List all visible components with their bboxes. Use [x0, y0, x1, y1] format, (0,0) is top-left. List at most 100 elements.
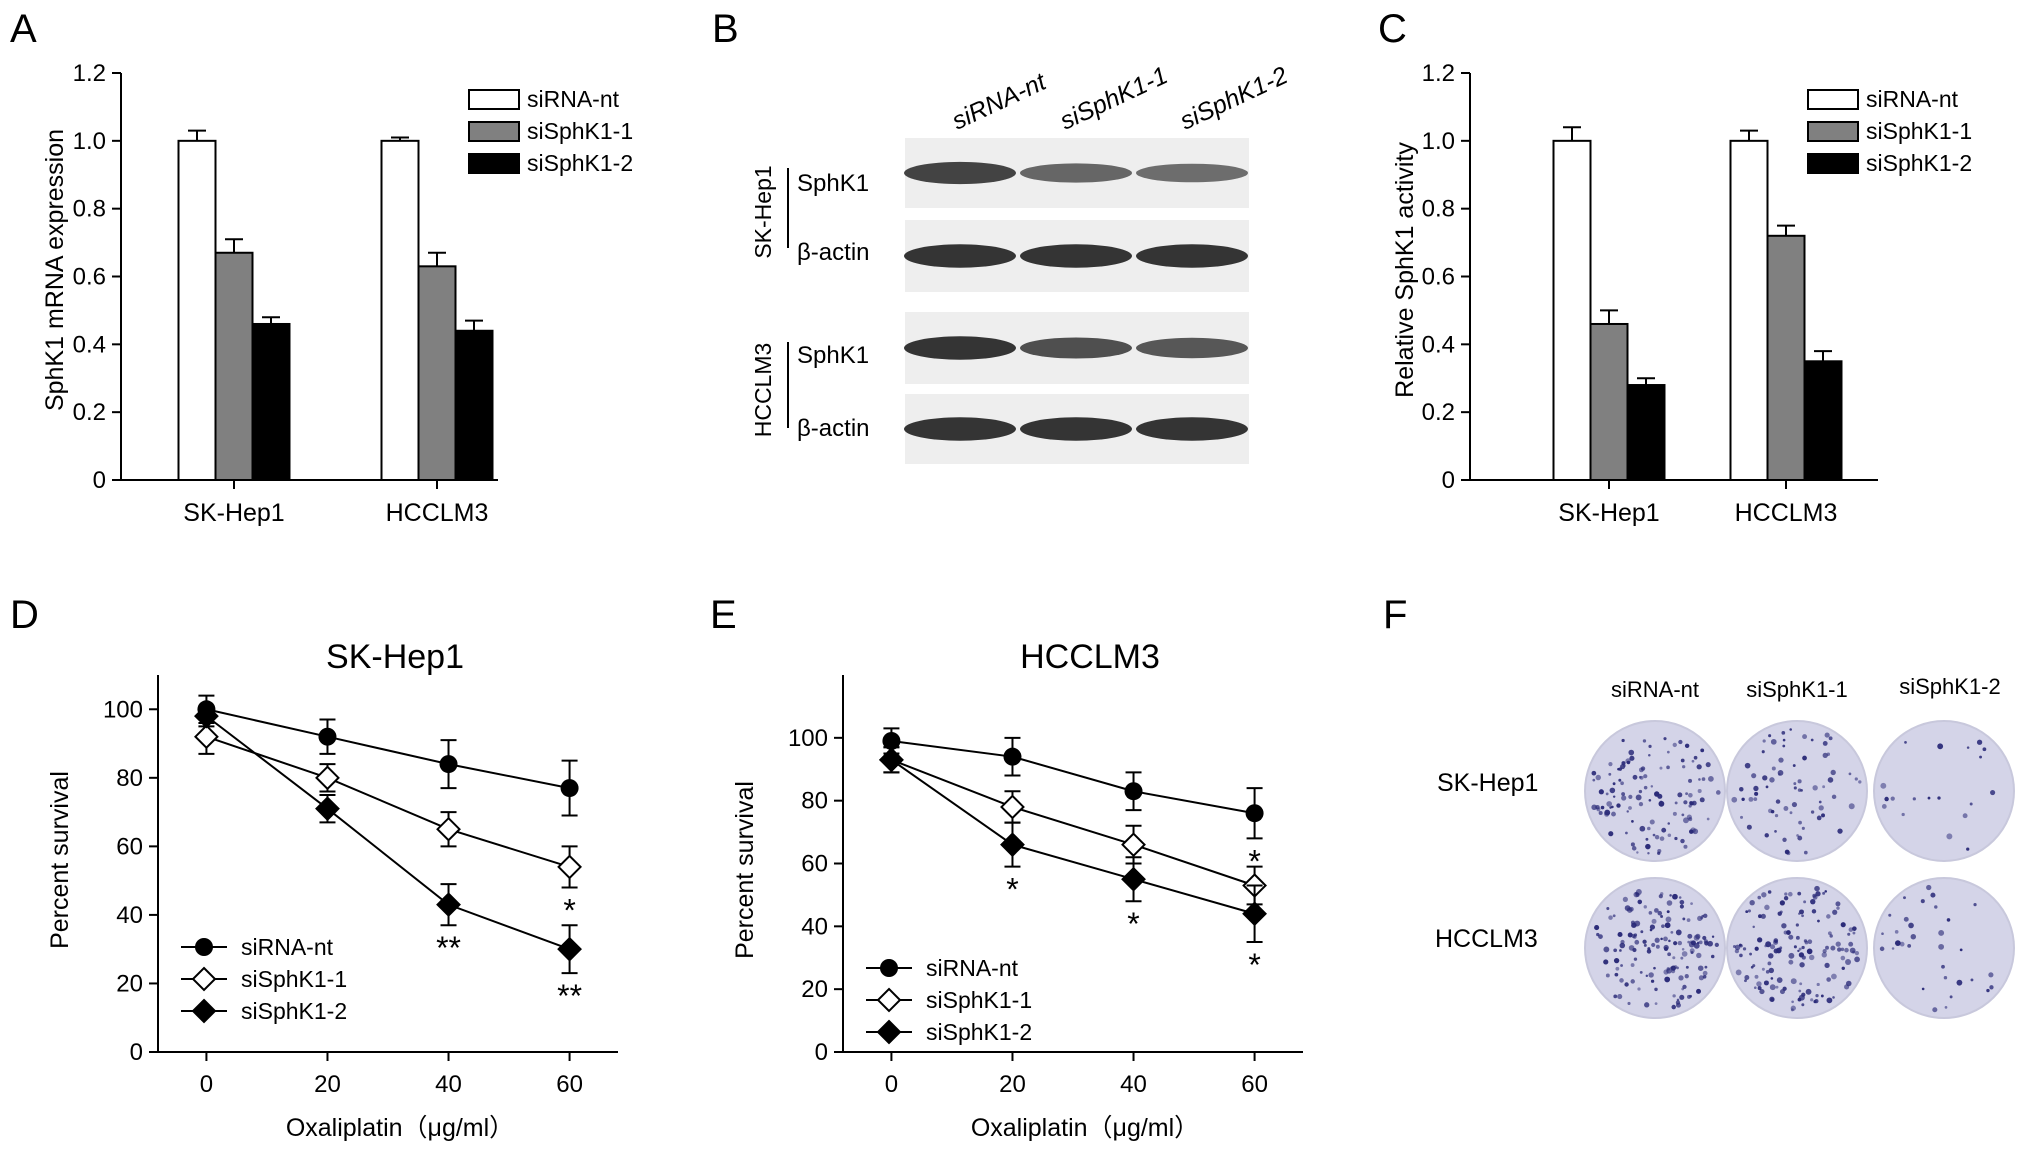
- colony: [1682, 765, 1686, 769]
- colony: [1930, 892, 1936, 898]
- colony: [1920, 899, 1925, 904]
- colony: [1665, 916, 1672, 923]
- blot-band: [1020, 244, 1132, 268]
- colony: [1598, 789, 1604, 795]
- colony: [1768, 967, 1775, 974]
- panel-a-y-axis-label: SphK1 mRNA expression: [41, 129, 69, 411]
- panel-e-line-chart: HCCLM3 Percent survival Oxaliplatin（μg/m…: [731, 638, 1303, 1142]
- colony: [1831, 794, 1837, 800]
- colony: [1779, 910, 1783, 914]
- colony: [1671, 1004, 1676, 1010]
- colony: [1799, 982, 1803, 986]
- colony: [1760, 913, 1766, 919]
- colony: [1949, 995, 1953, 999]
- y-tick-label: 0.2: [1422, 399, 1455, 426]
- colony: [1657, 851, 1661, 855]
- panel-d-x-axis-label: Oxaliplatin（μg/ml）: [286, 1114, 514, 1142]
- colony: [1801, 1003, 1805, 1007]
- colony: [1764, 833, 1769, 838]
- colony: [1890, 796, 1895, 801]
- colony: [1799, 962, 1805, 968]
- colony: [1645, 843, 1651, 850]
- x-tick-label: 60: [1241, 1071, 1268, 1098]
- colony: [1761, 967, 1765, 971]
- colony: [1680, 838, 1685, 844]
- colony: [1618, 778, 1622, 782]
- colony: [1710, 954, 1715, 959]
- colony: [1654, 1002, 1658, 1005]
- colony: [1973, 903, 1977, 907]
- y-tick-label: 0.4: [1422, 331, 1455, 358]
- colony: [1739, 944, 1743, 948]
- colony: [1837, 828, 1843, 834]
- colony-row-label-1: SK-Hep1: [1437, 769, 1538, 797]
- series-line: [206, 735, 570, 868]
- colony: [1840, 955, 1846, 961]
- colony: [1620, 964, 1623, 967]
- colony: [1894, 930, 1899, 934]
- colony: [1674, 801, 1678, 805]
- data-point: [1121, 866, 1146, 892]
- blot-lane-label-2: siSphK1-1: [1056, 61, 1172, 135]
- legend-swatch: [468, 89, 520, 110]
- blot-cell-line-label-sk-hep1: SK-Hep1: [750, 165, 776, 258]
- colony: [1677, 940, 1683, 946]
- colony: [1666, 900, 1673, 906]
- x-tick-label: 0: [885, 1071, 898, 1098]
- colony: [1782, 738, 1786, 742]
- colony: [1628, 806, 1632, 810]
- colony: [1690, 951, 1694, 955]
- colony: [1801, 992, 1806, 997]
- colony: [1643, 905, 1647, 909]
- y-tick-label: 1.2: [73, 60, 106, 87]
- colony: [1844, 947, 1849, 953]
- colony: [1767, 961, 1772, 966]
- colony: [1798, 989, 1802, 993]
- panel-c-y-axis-label: Relative SphK1 activity: [1391, 142, 1419, 398]
- legend-label: siSphK1-2: [527, 150, 633, 176]
- colony: [1934, 905, 1938, 909]
- panel-a-axes: 0 0.2 0.4 0.6 0.8 1.0 1.2 SK-Hep1 HCCLM3: [73, 60, 498, 527]
- colony: [1854, 956, 1860, 963]
- colony: [1616, 803, 1621, 808]
- colony: [1648, 798, 1652, 802]
- colony: [1683, 817, 1689, 824]
- panel-letter-e: E: [710, 593, 737, 637]
- colony: [1792, 764, 1796, 767]
- colony: [1672, 811, 1677, 816]
- colony: [1702, 970, 1708, 976]
- colony: [1631, 922, 1637, 928]
- data-point: [436, 892, 461, 918]
- colony: [1621, 761, 1626, 766]
- colony: [1748, 796, 1754, 802]
- colony: [1693, 942, 1700, 949]
- colony: [1845, 959, 1852, 965]
- colony: [1798, 947, 1802, 951]
- blot-band: [1136, 163, 1248, 183]
- colony: [1816, 982, 1820, 987]
- colony: [1814, 999, 1819, 1004]
- colony: [1696, 988, 1702, 994]
- colony: [1822, 740, 1828, 746]
- y-tick-label: 0.6: [1422, 264, 1455, 291]
- y-tick-label: 60: [801, 851, 828, 878]
- colony: [1642, 739, 1647, 743]
- colony: [1848, 941, 1854, 947]
- data-point: [557, 936, 582, 962]
- colony: [1595, 774, 1601, 781]
- colony: [1821, 952, 1827, 958]
- x-tick-label: 20: [314, 1071, 341, 1098]
- colony: [1659, 836, 1665, 841]
- colony: [1605, 792, 1609, 796]
- colony: [1771, 766, 1776, 771]
- data-point: [882, 731, 901, 750]
- colony: [1669, 894, 1672, 897]
- data-point: [880, 959, 898, 977]
- colony-column-label-2: siSphK1-1: [1746, 677, 1848, 702]
- colony: [1970, 978, 1974, 982]
- colony: [1825, 945, 1829, 950]
- colony: [1684, 743, 1690, 749]
- colony: [1671, 969, 1676, 974]
- blot-lane-label-1: siRNA-nt: [948, 67, 1051, 135]
